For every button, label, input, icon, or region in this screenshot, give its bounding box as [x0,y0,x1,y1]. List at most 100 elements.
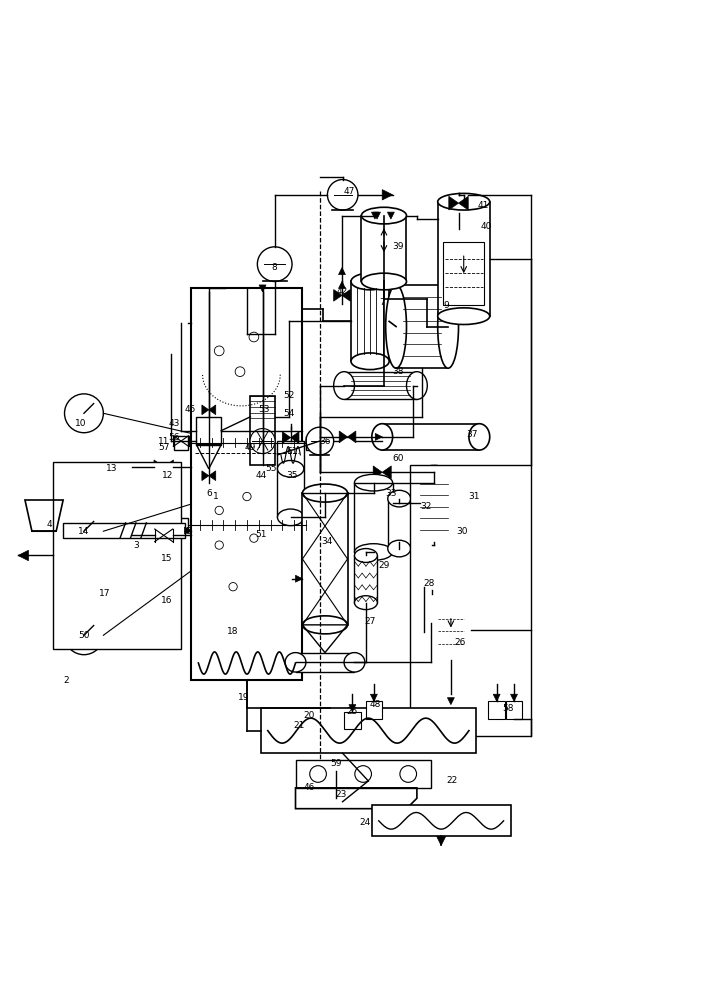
Polygon shape [349,705,356,712]
Circle shape [306,427,333,455]
Polygon shape [333,290,342,301]
Text: 23: 23 [335,790,346,799]
Ellipse shape [388,490,411,507]
Bar [436,609,466,652]
Polygon shape [494,694,500,701]
Ellipse shape [277,509,304,526]
Bar [366,701,382,719]
Ellipse shape [469,424,490,450]
Bar [351,281,389,361]
Circle shape [327,180,358,210]
Polygon shape [164,460,173,474]
Text: 11: 11 [158,437,169,446]
Polygon shape [282,432,291,443]
Text: 13: 13 [106,464,117,473]
Circle shape [250,534,258,542]
Circle shape [249,332,259,342]
Bar [489,701,505,719]
Text: 50: 50 [78,631,90,640]
Polygon shape [373,212,380,219]
Text: 61: 61 [286,447,298,456]
Text: 56: 56 [168,433,180,442]
Text: 4: 4 [46,520,52,529]
Polygon shape [347,431,356,443]
Ellipse shape [333,372,355,399]
Bar [296,760,431,788]
Text: 42: 42 [336,287,347,296]
Text: 29: 29 [378,561,390,570]
Bar [415,594,434,632]
Text: 31: 31 [468,492,479,501]
Bar [63,523,185,538]
Text: 59: 59 [330,759,341,768]
Ellipse shape [344,653,365,672]
Bar [296,653,355,672]
Ellipse shape [303,616,347,634]
Text: 10: 10 [74,419,86,428]
Ellipse shape [362,273,406,290]
Ellipse shape [431,578,471,595]
Ellipse shape [415,623,434,640]
Bar [362,216,406,281]
Ellipse shape [355,544,392,560]
Bar [306,518,320,532]
Circle shape [214,346,224,356]
Text: 27: 27 [364,617,376,626]
Text: 52: 52 [283,391,294,400]
Circle shape [65,512,103,551]
Bar [355,555,378,603]
Circle shape [229,583,237,591]
Ellipse shape [385,285,406,368]
Text: 5: 5 [185,527,191,536]
Polygon shape [339,431,347,443]
Text: 49: 49 [245,443,256,452]
Polygon shape [185,527,192,534]
Bar [344,372,417,399]
Ellipse shape [355,596,378,610]
Bar [505,701,522,719]
Bar [174,518,188,532]
Circle shape [235,367,245,377]
Polygon shape [202,405,208,415]
Polygon shape [376,433,382,440]
Text: 19: 19 [238,693,249,702]
Ellipse shape [438,308,490,325]
Polygon shape [18,550,29,561]
Bar [431,587,471,660]
Text: 39: 39 [392,242,404,251]
Bar [438,202,490,316]
Text: 2: 2 [64,676,69,685]
Bar [420,545,443,590]
Polygon shape [154,460,164,474]
Polygon shape [296,575,303,582]
Circle shape [355,766,371,782]
Polygon shape [202,471,208,481]
Ellipse shape [420,537,443,553]
Bar [396,285,448,368]
Text: 8: 8 [272,263,277,272]
Circle shape [65,616,103,655]
Text: 14: 14 [78,527,90,536]
Circle shape [250,429,275,454]
Circle shape [400,766,416,782]
Bar [382,424,479,450]
Circle shape [243,492,251,501]
Ellipse shape [362,207,406,224]
Text: 21: 21 [293,721,305,730]
Text: 3: 3 [133,541,139,550]
Ellipse shape [420,582,443,599]
Polygon shape [458,196,468,210]
Bar [306,436,320,450]
Polygon shape [382,190,392,200]
Text: 44: 44 [256,471,267,480]
Text: 15: 15 [161,554,173,563]
Circle shape [258,247,292,281]
Text: 28: 28 [424,579,435,588]
Polygon shape [371,694,378,701]
Text: 47: 47 [344,187,355,196]
Text: 16: 16 [161,596,173,605]
Ellipse shape [420,465,448,479]
Polygon shape [510,694,517,701]
Polygon shape [291,432,299,443]
Text: 12: 12 [161,471,173,480]
